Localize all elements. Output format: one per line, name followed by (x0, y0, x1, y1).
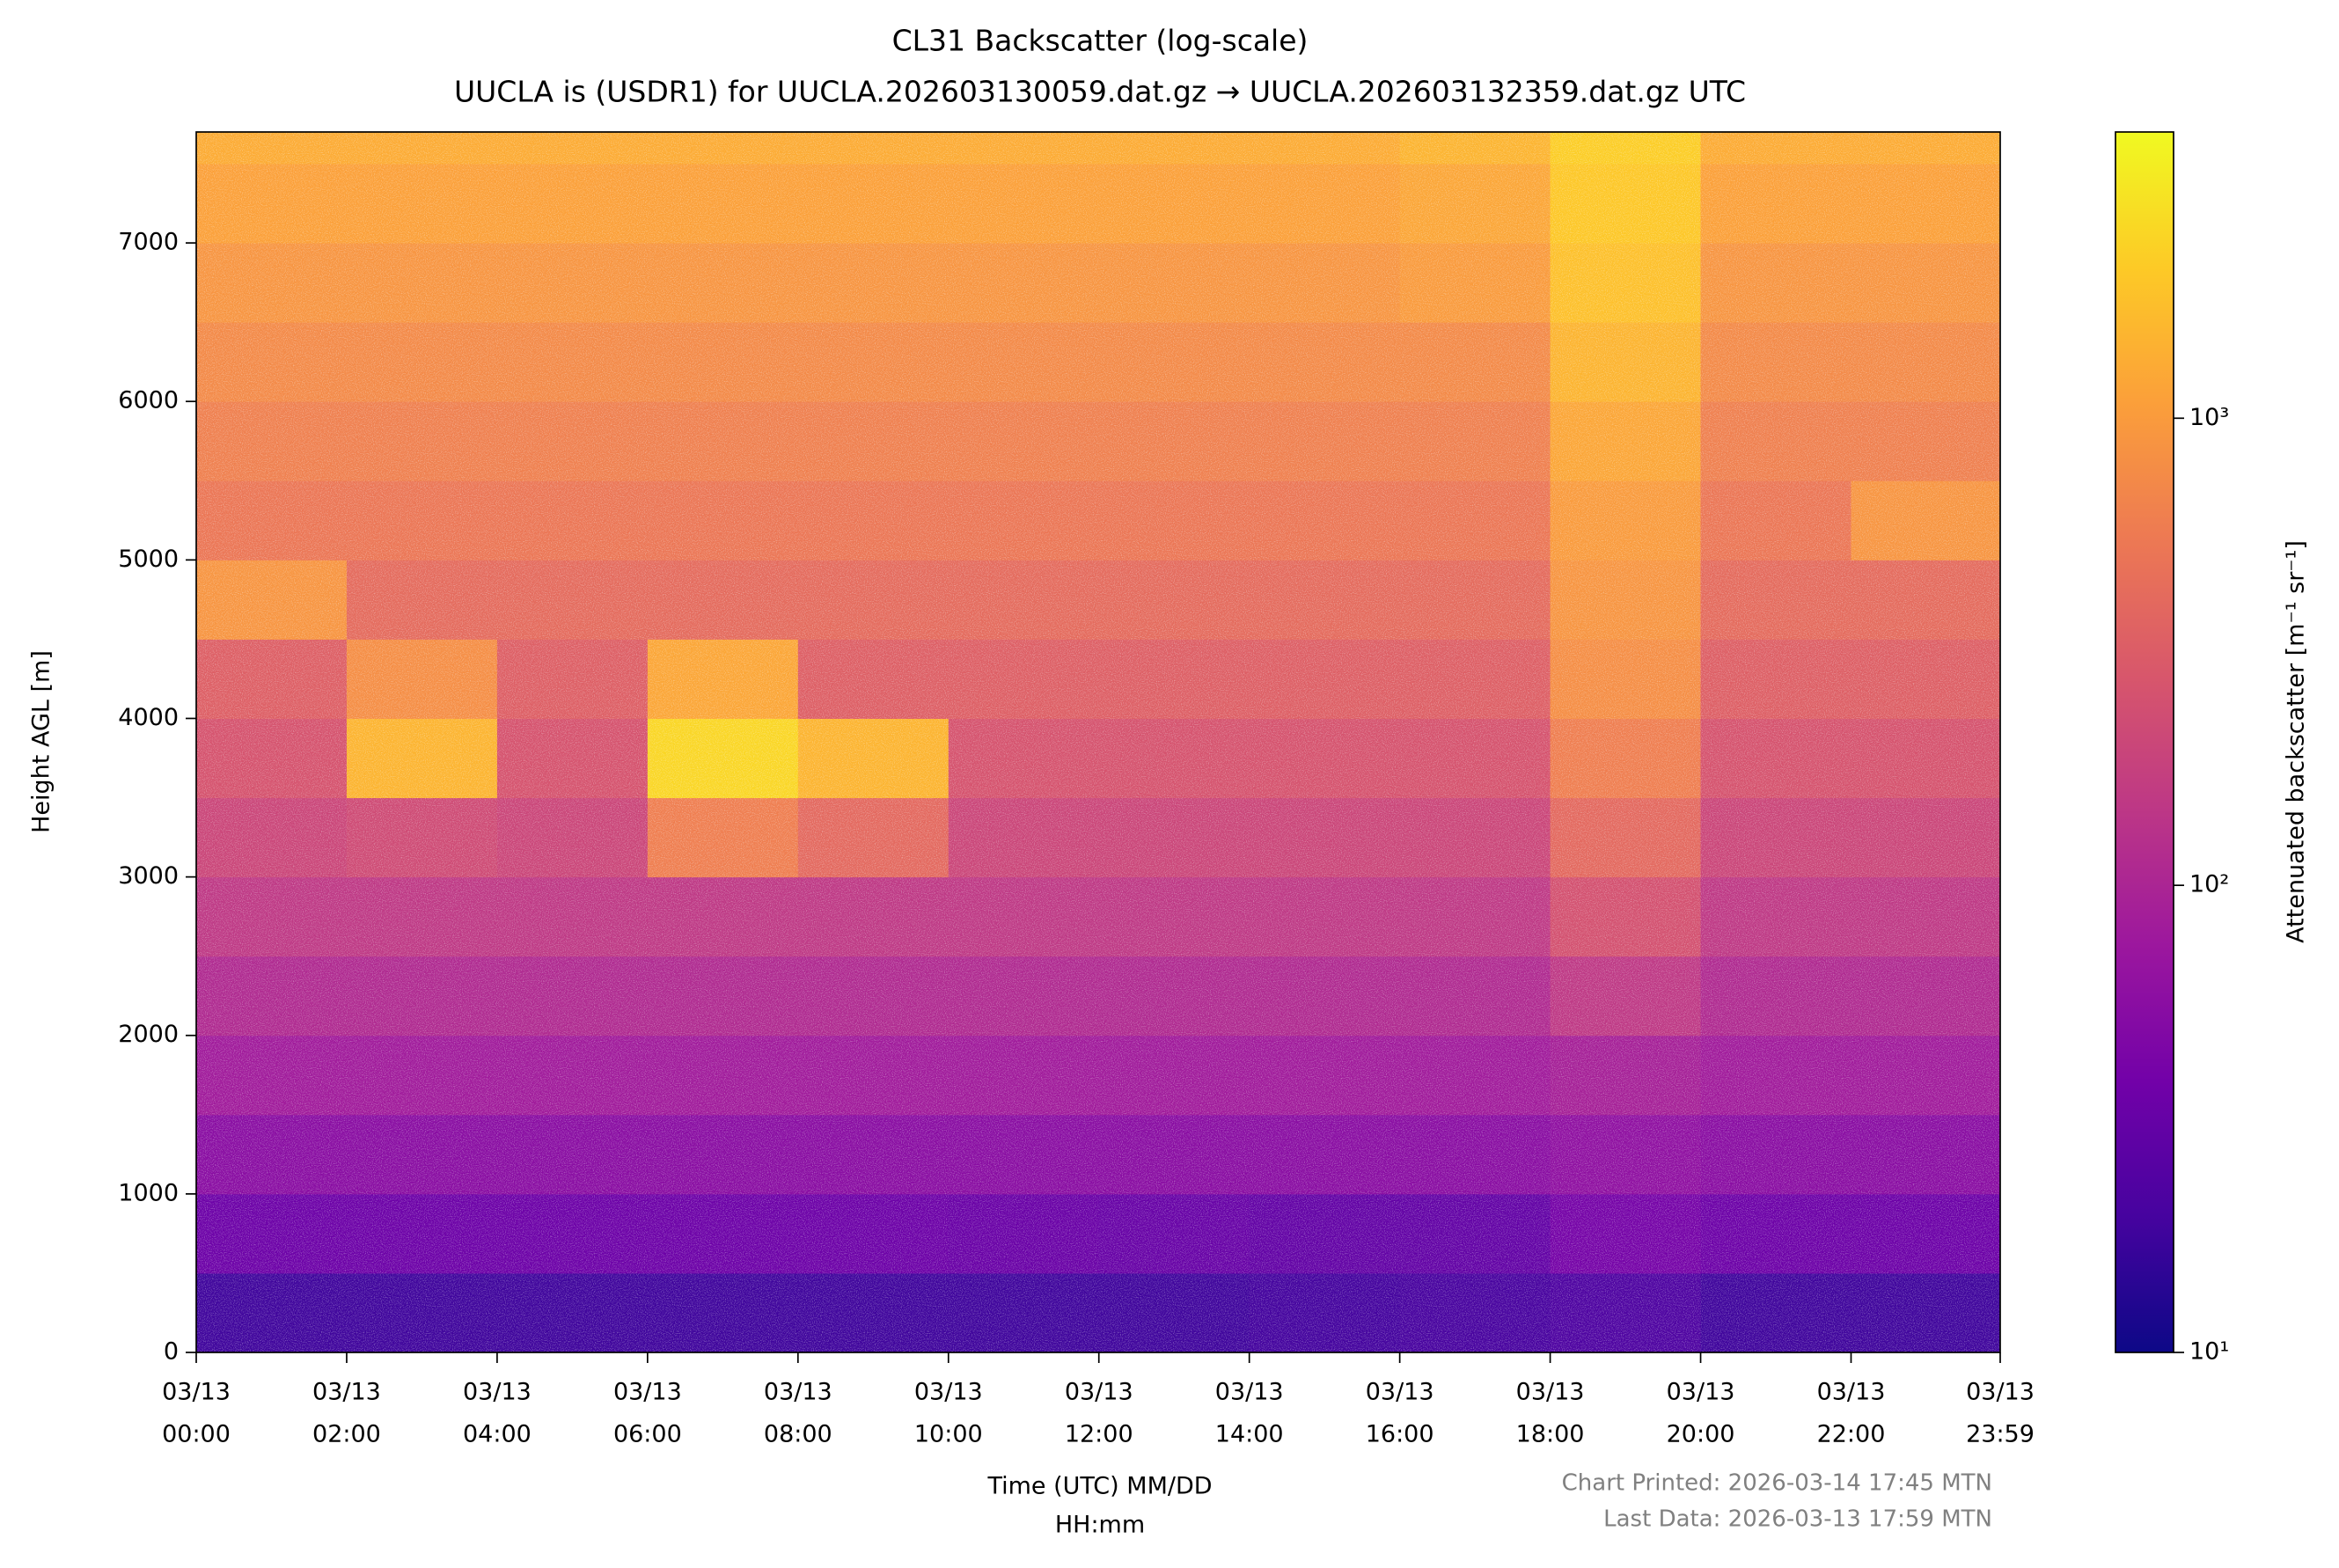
y-tick-label: 3000 (118, 862, 179, 890)
x-tick-label: 03/13 (613, 1379, 682, 1406)
footer-note: Chart Printed: 2026-03-14 17:45 MTN (1562, 1470, 1992, 1497)
y-tick-label: 5000 (118, 546, 179, 573)
x-tick-label: 03/13 (312, 1379, 381, 1406)
y-tick-label: 0 (164, 1338, 179, 1366)
y-tick-label: 1000 (118, 1179, 179, 1206)
chart-subtitle: UUCLA is (USDR1) for UUCLA.202603130059.… (454, 75, 1746, 109)
x-tick-label: 23:59 (1966, 1421, 2035, 1448)
x-tick-label: 03/13 (764, 1379, 832, 1406)
x-tick-label: 08:00 (764, 1421, 832, 1448)
x-axis-label: Time (UTC) MM/DD (986, 1473, 1212, 1500)
x-tick-label: 03/13 (1966, 1379, 2035, 1406)
chart-title: CL31 Backscatter (log-scale) (892, 24, 1309, 58)
colorbar-tick-label: 10² (2189, 871, 2229, 898)
colorbar-label: Attenuated backscatter [m⁻¹ sr⁻¹] (2283, 540, 2310, 943)
x-tick-label: 02:00 (312, 1421, 381, 1448)
colorbar-tick-label: 10¹ (2189, 1338, 2229, 1366)
x-tick-label: 12:00 (1065, 1421, 1133, 1448)
footer-note: Last Data: 2026-03-13 17:59 MTN (1603, 1506, 1992, 1533)
colorbar-frame (2115, 131, 2174, 1353)
x-tick-label: 18:00 (1516, 1421, 1585, 1448)
y-tick-label: 7000 (118, 229, 179, 256)
x-tick-label: 03/13 (1817, 1379, 1886, 1406)
x-tick-label: 03/13 (1065, 1379, 1133, 1406)
x-tick-label: 14:00 (1215, 1421, 1284, 1448)
x-tick-label: 06:00 (613, 1421, 682, 1448)
x-tick-label: 10:00 (914, 1421, 983, 1448)
noise-texture (196, 132, 2000, 1352)
x-tick-label: 20:00 (1667, 1421, 1735, 1448)
x-tick-label: 16:00 (1366, 1421, 1434, 1448)
x-tick-label: 03/13 (162, 1379, 231, 1406)
x-tick-label: 04:00 (463, 1421, 532, 1448)
y-axis-label: Height AGL [m] (28, 650, 55, 833)
x-tick-label: 03/13 (1215, 1379, 1284, 1406)
y-tick-label: 2000 (118, 1021, 179, 1048)
x-tick-label: 00:00 (162, 1421, 231, 1448)
x-tick-label: 03/13 (1516, 1379, 1585, 1406)
x-tick-label: 03/13 (463, 1379, 532, 1406)
x-tick-label: 03/13 (1667, 1379, 1735, 1406)
colorbar-tick-label: 10³ (2189, 404, 2229, 431)
x-tick-label: 03/13 (914, 1379, 983, 1406)
x-axis-label: HH:mm (1055, 1512, 1145, 1539)
colorbar (2115, 132, 2174, 1352)
y-tick-label: 4000 (118, 704, 179, 731)
x-tick-label: 03/13 (1366, 1379, 1434, 1406)
y-tick-label: 6000 (118, 387, 179, 414)
x-tick-label: 22:00 (1817, 1421, 1886, 1448)
